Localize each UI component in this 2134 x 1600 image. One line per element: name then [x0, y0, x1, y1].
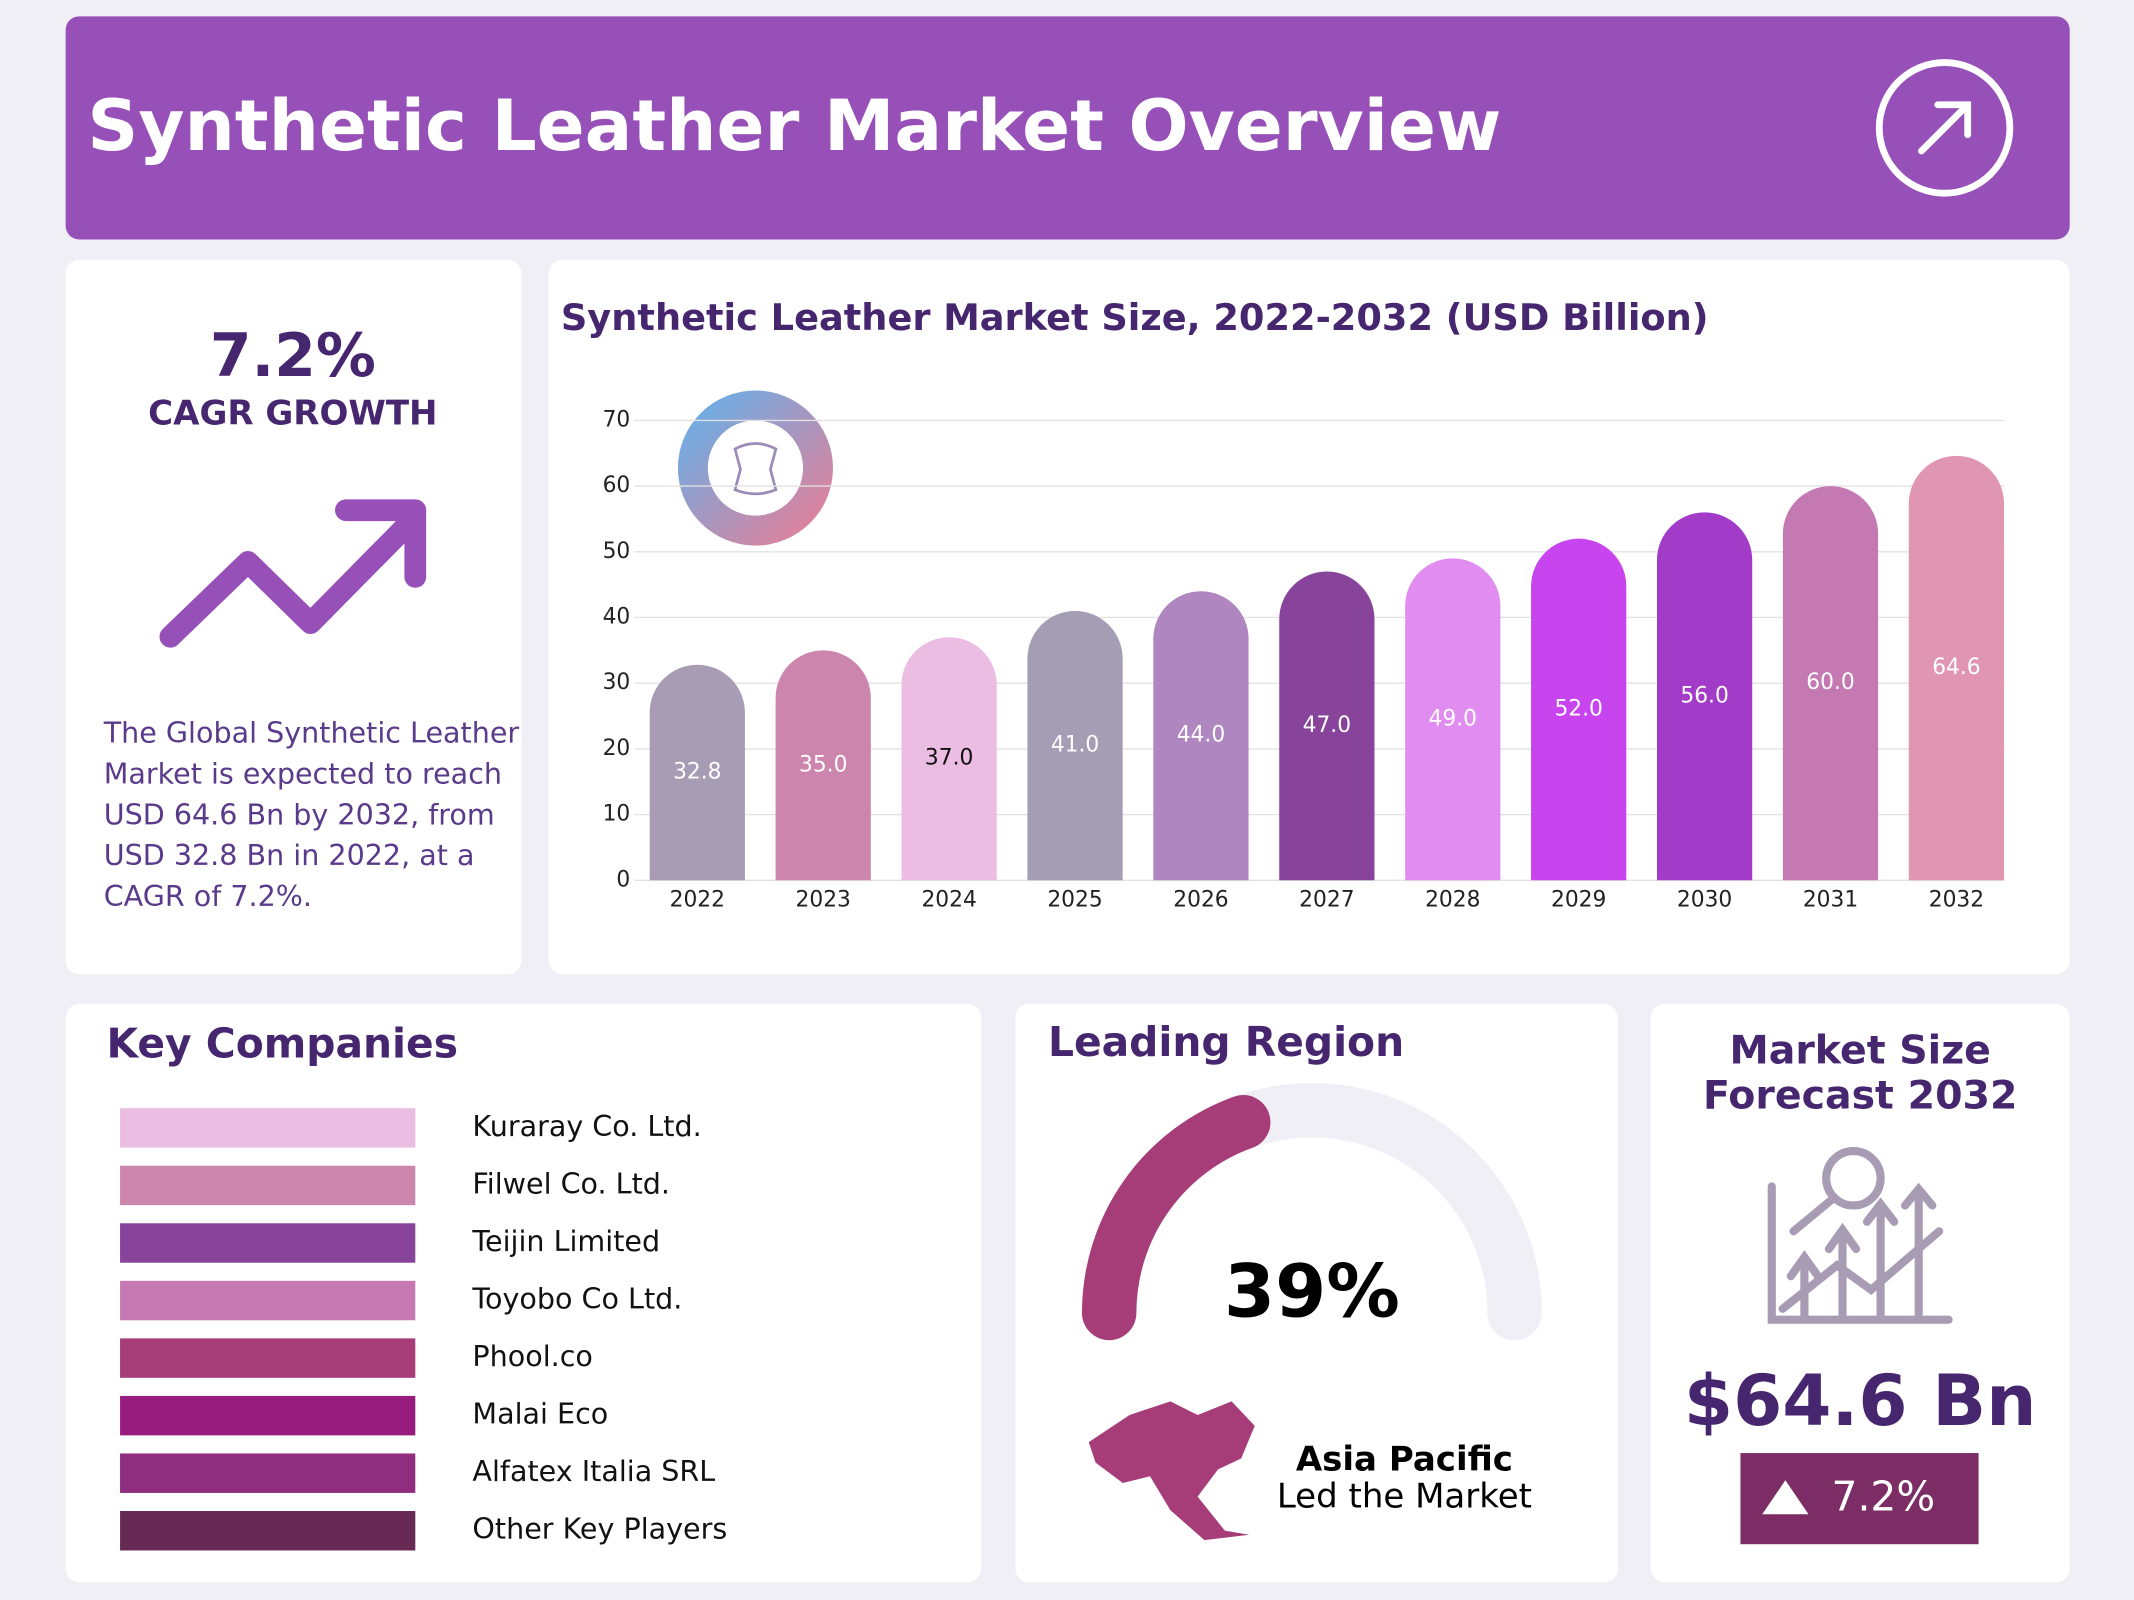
gauge-label: 39% [1224, 1250, 1400, 1335]
x-tick-label: 2031 [1803, 888, 1858, 913]
company-swatch [120, 1338, 416, 1378]
value-label: 37.0 [925, 746, 973, 771]
chart-title: Synthetic Leather Market Size, 2022-2032… [561, 296, 1709, 339]
page-title: Synthetic Leather Market Overview [87, 84, 1501, 167]
company-name: Other Key Players [472, 1512, 727, 1546]
header-icon [1875, 59, 2014, 197]
value-label: 60.0 [1806, 670, 1854, 695]
region-title: Leading Region [1048, 1018, 1404, 1066]
cagr-label: CAGR GROWTH [148, 393, 437, 433]
x-tick-label: 2024 [921, 888, 976, 913]
y-tick-label: 50 [603, 539, 631, 564]
bar [1656, 512, 1753, 881]
bar [1908, 455, 2005, 881]
region-name: Asia Pacific [1296, 1440, 1513, 1480]
company-swatch [120, 1511, 416, 1551]
bar [775, 650, 871, 881]
x-tick-label: 2023 [796, 888, 851, 913]
bar [1279, 571, 1375, 881]
description-line: Market is expected to reach [104, 757, 502, 791]
region-note: Led the Market [1277, 1476, 1532, 1516]
description-line: The Global Synthetic Leather [103, 716, 520, 750]
y-tick-label: 20 [603, 736, 631, 761]
x-tick-label: 2022 [670, 888, 725, 913]
company-name: Teijin Limited [471, 1224, 660, 1258]
x-tick-label: 2027 [1299, 888, 1354, 913]
cagr-value: 7.2% [210, 321, 376, 391]
y-tick-label: 30 [603, 670, 631, 695]
x-tick-label: 2030 [1677, 888, 1732, 913]
bar [649, 664, 745, 881]
value-label: 32.8 [673, 760, 721, 785]
x-tick-label: 2032 [1929, 888, 1984, 913]
card [65, 1004, 982, 1583]
card [1650, 1004, 2070, 1583]
forecast-growth: 7.2% [1831, 1472, 1935, 1520]
bar [1782, 486, 1879, 881]
forecast-title: Market Size [1729, 1028, 1990, 1074]
company-name: Kuraray Co. Ltd. [472, 1109, 701, 1143]
region-map [1088, 1401, 1255, 1541]
y-tick-label: 0 [616, 867, 630, 892]
bar [1531, 538, 1627, 881]
x-tick-label: 2025 [1047, 888, 1102, 913]
description-line: USD 64.6 Bn by 2032, from [104, 797, 495, 831]
y-tick-label: 70 [603, 407, 631, 432]
company-swatch [120, 1223, 416, 1263]
up-triangle [1762, 1480, 1809, 1515]
y-tick-label: 60 [603, 473, 631, 498]
forecast-icon [1767, 1146, 1953, 1324]
company-name: Toyobo Co Ltd. [471, 1282, 682, 1316]
forecast-title: Forecast 2032 [1703, 1072, 2017, 1118]
y-tick-label: 10 [603, 802, 631, 827]
bar [1405, 558, 1501, 881]
company-swatch [120, 1453, 416, 1493]
company-swatch [120, 1395, 416, 1436]
x-tick-label: 2029 [1551, 888, 1606, 913]
value-label: 49.0 [1429, 706, 1477, 731]
companies-title: Key Companies [106, 1019, 458, 1067]
value-label: 35.0 [799, 752, 847, 777]
company-name: Filwel Co. Ltd. [472, 1166, 670, 1200]
company-swatch [120, 1108, 416, 1148]
bar [1027, 610, 1123, 881]
value-label: 41.0 [1051, 733, 1099, 758]
x-tick-label: 2028 [1425, 888, 1480, 913]
x-tick-label: 2026 [1173, 888, 1228, 913]
header-band [65, 16, 2070, 240]
company-name: Phool.co [472, 1339, 592, 1373]
value-label: 52.0 [1554, 696, 1602, 721]
y-tick-label: 40 [603, 604, 631, 629]
company-name: Alfatex Italia SRL [472, 1454, 715, 1488]
company-swatch [120, 1280, 416, 1321]
description-line: CAGR of 7.2%. [104, 879, 312, 913]
description-line: USD 32.8 Bn in 2022, at a [104, 838, 475, 872]
gauge-arc [1081, 1094, 1271, 1341]
company-name: Malai Eco [472, 1397, 608, 1431]
chart-icon [677, 390, 833, 546]
bar [1153, 591, 1249, 881]
trend-icon [159, 499, 427, 648]
value-label: 44.0 [1177, 723, 1225, 748]
value-label: 47.0 [1303, 713, 1351, 738]
forecast-value: $64.6 Bn [1684, 1359, 2037, 1442]
value-label: 56.0 [1680, 683, 1728, 708]
value-label: 64.6 [1932, 655, 1980, 680]
company-swatch [120, 1165, 416, 1206]
bar [901, 637, 997, 881]
